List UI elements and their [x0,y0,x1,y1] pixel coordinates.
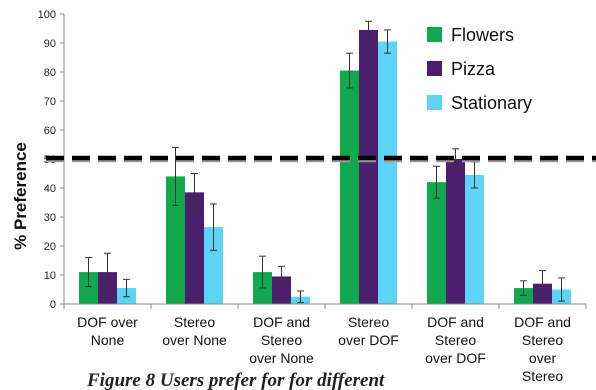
category-label-line: Stereo [435,332,476,348]
bar-flowers [166,176,185,304]
bar-flowers [514,288,533,304]
y-tick-label: 0 [50,299,56,311]
category-label-line: None [91,332,125,348]
y-tick-label: 60 [44,125,56,137]
category-label-line: Stereo [174,314,215,330]
bar-stationary [378,41,397,305]
category-label: Stereo over DOF [338,314,399,348]
y-tick-label: 80 [44,67,56,79]
category-label: DOF and Stereo over Stereo [514,314,571,384]
category-label-line: DOF and [514,314,571,330]
bar-pizza [185,192,204,304]
category-label: DOF and Stereo over DOF [425,314,486,366]
bar-pizza [359,29,378,304]
category-label-line: DOF over [77,314,138,330]
bar-stationary [204,227,223,304]
legend-label-flowers: Flowers [451,25,514,45]
y-tick-label: 100 [38,9,56,21]
legend-swatch-pizza [427,61,442,76]
legend-swatch-stationary [427,95,442,110]
category-label-line: Stereo [261,332,302,348]
y-axis: 0102030405060708090100 [38,9,65,311]
y-tick-label: 90 [44,38,56,50]
bars [79,29,571,305]
category-label: Stereo over None [162,314,227,348]
figure-caption: Figure 8 Users prefer for for different [86,370,385,390]
category-label-line: Stereo [522,332,563,348]
category-label-line: Stereo [348,314,389,330]
y-tick-label: 10 [44,270,56,282]
category-label-line: DOF and [427,314,484,330]
bar-stationary [465,174,484,304]
category-label-line: over None [162,332,227,348]
bar-pizza [272,276,291,304]
y-tick-label: 20 [44,241,56,253]
legend: Flowers Pizza Stationary [427,25,532,113]
category-label-line: over [529,350,557,366]
legend-label-pizza: Pizza [451,59,496,79]
category-label: DOF over None [77,314,138,348]
category-label-line: over None [249,350,314,366]
error-bars [85,20,565,304]
legend-label-stationary: Stationary [451,93,532,113]
reference-line [46,155,596,163]
y-axis-label: % Preference [11,142,30,250]
bar-flowers [340,70,359,304]
bar-pizza [446,159,465,304]
category-label-line: DOF and [253,314,310,330]
x-axis: DOF over None Stereo over None DOF and Stereo… [63,303,587,384]
bar-flowers [427,182,446,304]
y-tick-label: 70 [44,96,56,108]
y-tick-label: 30 [44,212,56,224]
y-tick-label: 40 [44,183,56,195]
bar-flowers [79,272,98,304]
category-label-line: over DOF [425,350,486,366]
legend-swatch-flowers [427,27,442,42]
category-label-line: over DOF [338,332,399,348]
category-label-line: Stereo [522,368,563,384]
category-label: DOF and Stereo over None [249,314,314,366]
